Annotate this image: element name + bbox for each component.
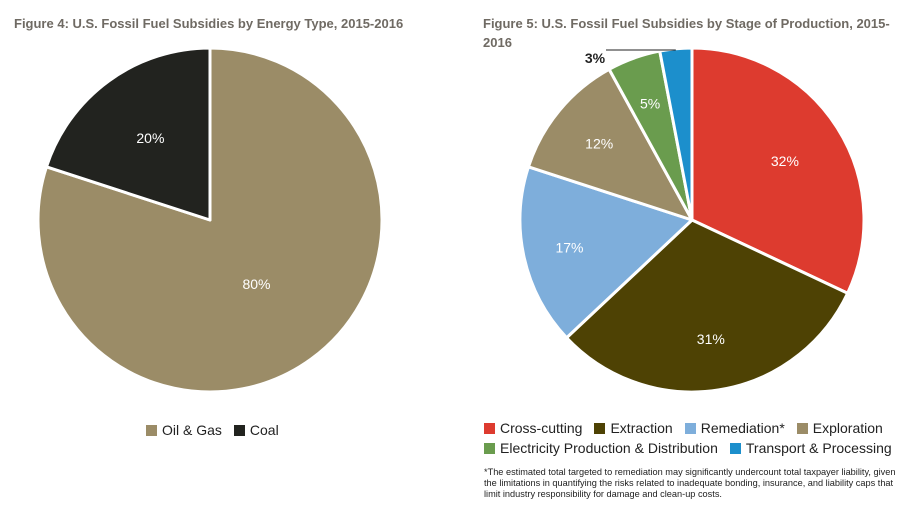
slice-label-oil-gas: 80%	[242, 276, 270, 292]
slice-label-coal: 20%	[136, 130, 164, 146]
stage-of-production-pie: 32% 31% 17% 12% 5% 3%	[518, 46, 866, 394]
stage-legend-item-transport-processing: Transport & Processing	[729, 439, 892, 458]
stage-legend-item-extraction: Extraction	[594, 419, 673, 438]
slice-label-remediation: 17%	[555, 239, 583, 255]
energy-type-pie: 80% 20%	[36, 46, 384, 394]
legend-label: Exploration	[812, 420, 883, 436]
slice-label-extraction: 31%	[697, 331, 725, 347]
legend-swatch	[729, 443, 741, 454]
legend-label: Oil & Gas	[162, 422, 222, 438]
legend-label: Electricity Production & Distribution	[500, 440, 718, 456]
legend-swatch	[484, 443, 495, 454]
legend-swatch	[484, 423, 495, 434]
stage-legend-item-remediation: Remediation*	[684, 419, 785, 438]
pie-slice-coal	[44, 46, 212, 222]
stage-legend-item-exploration: Exploration	[796, 419, 883, 438]
legend-swatch	[233, 425, 245, 436]
legend-label: Remediation*	[700, 420, 785, 436]
legend-swatch	[146, 425, 157, 436]
legend-swatch	[594, 423, 606, 434]
stage-legend-item-cross-cutting: Cross-cutting	[484, 419, 582, 438]
slice-label-exploration: 12%	[585, 135, 613, 151]
pie-slice-extraction	[565, 218, 850, 394]
slice-label-transport-processing: 3%	[585, 50, 606, 66]
slice-label-cross-cutting: 32%	[771, 153, 799, 169]
energy-type-legend: Oil & Gas Coal	[146, 421, 279, 440]
energy-type-legend-item-oil-gas: Oil & Gas	[146, 421, 222, 440]
legend-swatch	[796, 423, 808, 434]
legend-label: Cross-cutting	[500, 420, 583, 436]
figure-4-title: Figure 4: U.S. Fossil Fuel Subsidies by …	[14, 16, 404, 31]
stage-of-production-legend: Cross-cutting Extraction Remediation* Explo…	[484, 419, 920, 459]
legend-swatch	[684, 423, 696, 434]
remediation-footnote: *The estimated total targeted to remedia…	[484, 467, 896, 499]
slice-label-electricity-production-distribution: 5%	[640, 96, 660, 112]
stage-legend-item-electricity-production-distribution: Electricity Production & Distribution	[484, 439, 718, 458]
legend-label: Transport & Processing	[745, 440, 892, 456]
legend-label: Coal	[249, 422, 279, 438]
pie-slice-transport-processing	[658, 46, 694, 222]
pie-slice-remediation	[518, 165, 694, 340]
legend-label: Extraction	[610, 420, 673, 436]
energy-type-legend-item-coal: Coal	[233, 421, 279, 440]
figure-5-title: Figure 5: U.S. Fossil Fuel Subsidies by …	[483, 16, 890, 50]
pie-slice-exploration	[526, 67, 694, 222]
pie-slice-cross-cutting	[690, 46, 866, 295]
